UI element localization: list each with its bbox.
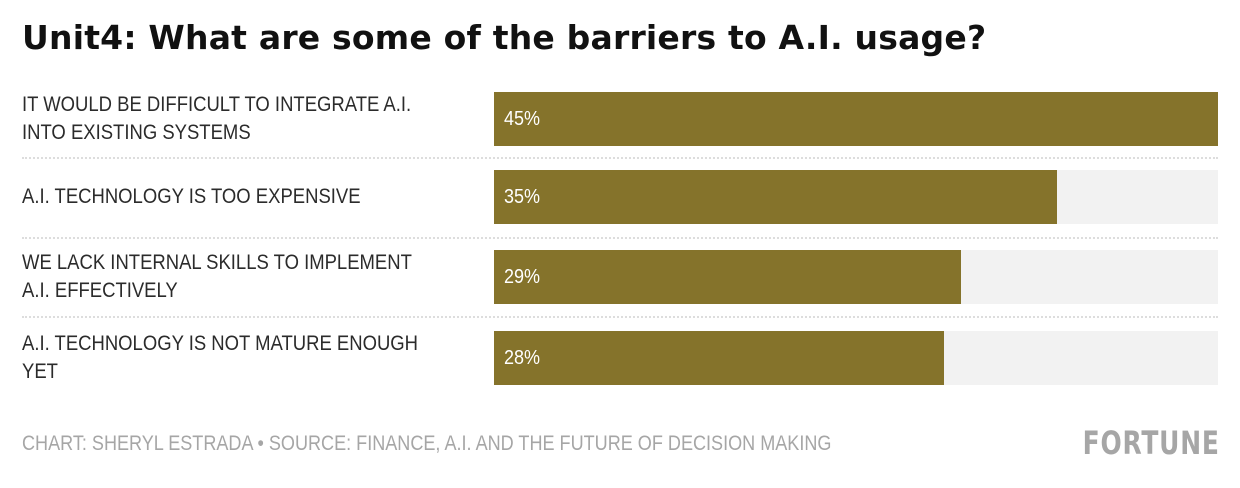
bar: 45%	[494, 92, 1218, 146]
chart-title: Unit4: What are some of the barriers to …	[22, 18, 987, 57]
bar: 35%	[494, 170, 1058, 224]
row-divider	[22, 157, 1218, 159]
row-divider	[22, 316, 1218, 318]
category-label: A.I. TECHNOLOGY IS NOT MATURE ENOUGH YET	[22, 331, 427, 385]
bar: 28%	[494, 331, 945, 385]
bar-track: 28%	[494, 331, 1218, 385]
bar-row: WE LACK INTERNAL SKILLS TO IMPLEMENT A.I…	[22, 250, 1218, 304]
bar-track: 35%	[494, 170, 1218, 224]
category-label-text: WE LACK INTERNAL SKILLS TO IMPLEMENT A.I…	[22, 251, 412, 302]
data-label: 28%	[504, 346, 541, 369]
bar-track: 29%	[494, 250, 1218, 304]
bar: 29%	[494, 250, 961, 304]
data-label: 35%	[504, 185, 541, 208]
category-label-text: A.I. TECHNOLOGY IS TOO EXPENSIVE	[22, 185, 361, 208]
bar-row: A.I. TECHNOLOGY IS NOT MATURE ENOUGH YET…	[22, 331, 1218, 385]
row-divider	[22, 237, 1218, 239]
source-credit: CHART: SHERYL ESTRADA • SOURCE: FINANCE,…	[22, 432, 832, 455]
category-label: IT WOULD BE DIFFICULT TO INTEGRATE A.I. …	[22, 92, 427, 146]
data-label: 29%	[504, 265, 541, 288]
bar-row: A.I. TECHNOLOGY IS TOO EXPENSIVE 35%	[22, 170, 1218, 224]
data-label: 45%	[504, 107, 541, 130]
category-label: A.I. TECHNOLOGY IS TOO EXPENSIVE	[22, 170, 427, 224]
fortune-logo: FORTUNE	[1082, 424, 1220, 462]
category-label-text: IT WOULD BE DIFFICULT TO INTEGRATE A.I. …	[22, 93, 412, 144]
category-label-text: A.I. TECHNOLOGY IS NOT MATURE ENOUGH YET	[22, 332, 419, 383]
bar-track: 45%	[494, 92, 1218, 146]
bar-row: IT WOULD BE DIFFICULT TO INTEGRATE A.I. …	[22, 92, 1218, 146]
category-label: WE LACK INTERNAL SKILLS TO IMPLEMENT A.I…	[22, 250, 427, 304]
